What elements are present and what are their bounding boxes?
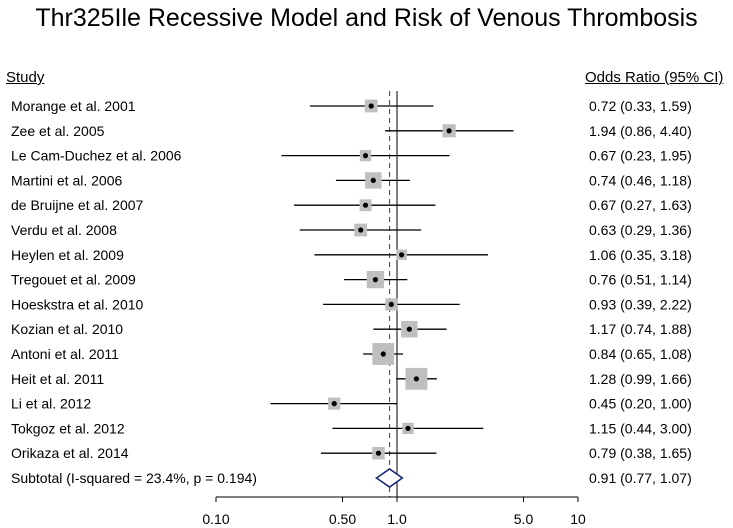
chart-title: Thr325Ile Recessive Model and Risk of Ve… bbox=[35, 4, 698, 32]
point-estimate bbox=[362, 153, 369, 159]
study-label: Li et al. 2012 bbox=[11, 396, 91, 412]
or-ci-value: 0.72 (0.33, 1.59) bbox=[589, 98, 692, 114]
or-ci-value: 0.93 (0.39, 2.22) bbox=[589, 296, 692, 312]
point-estimate bbox=[405, 425, 411, 431]
study-label: Morange et al. 2001 bbox=[11, 98, 136, 114]
study-label: Martini et al. 2006 bbox=[11, 172, 122, 188]
study-label: Heylen et al. 2009 bbox=[11, 247, 124, 263]
or-ci-value: 0.67 (0.27, 1.63) bbox=[589, 197, 692, 213]
study-label: Antoni et al. 2011 bbox=[11, 346, 119, 362]
x-tick-label: 0.50 bbox=[329, 511, 356, 527]
study-label: de Bruijne et al. 2007 bbox=[11, 197, 144, 213]
study-label: Kozian et al. 2010 bbox=[11, 321, 123, 337]
point-estimate bbox=[380, 351, 386, 357]
study-label: Le Cam-Duchez et al. 2006 bbox=[11, 148, 182, 164]
study-column-header: Study bbox=[6, 69, 45, 86]
or-ci-value: 0.84 (0.65, 1.08) bbox=[589, 346, 692, 362]
study-label: Heit et al. 2011 bbox=[11, 371, 104, 387]
x-tick-label: 10 bbox=[570, 511, 586, 527]
point-estimate bbox=[372, 277, 379, 283]
point-estimate bbox=[370, 177, 376, 183]
point-estimate bbox=[358, 227, 364, 233]
point-estimate bbox=[368, 103, 374, 109]
point-estimate bbox=[375, 450, 382, 456]
point-estimate bbox=[446, 128, 452, 134]
or-ci-value: 0.74 (0.46, 1.18) bbox=[589, 172, 692, 188]
study-label: Hoeskstra et al. 2010 bbox=[11, 296, 144, 312]
study-label: Zee et al. 2005 bbox=[11, 123, 105, 139]
study-label: Tregouet et al. 2009 bbox=[11, 272, 136, 288]
point-estimate bbox=[362, 202, 369, 208]
or-ci-value: 0.63 (0.29, 1.36) bbox=[589, 222, 692, 238]
or-ci-value: 1.28 (0.99, 1.66) bbox=[589, 371, 692, 387]
study-label: Verdu et al. 2008 bbox=[11, 222, 117, 238]
or-ci-value: 1.94 (0.86, 4.40) bbox=[589, 123, 692, 139]
or-ci-value: 0.67 (0.23, 1.95) bbox=[589, 148, 692, 164]
or-ci-value: 0.45 (0.20, 1.00) bbox=[589, 396, 692, 412]
or-ci-value: 0.76 (0.51, 1.14) bbox=[589, 272, 692, 288]
subtotal-diamond bbox=[375, 468, 404, 488]
x-tick-label: 0.10 bbox=[202, 511, 229, 527]
study-label: Orikaza et al. 2014 bbox=[11, 445, 129, 461]
or-ci-value: 0.79 (0.38, 1.65) bbox=[589, 445, 692, 461]
or-ci-value: 1.06 (0.35, 3.18) bbox=[589, 247, 692, 263]
odds-ratio-column-header: Odds Ratio (95% CI) bbox=[585, 69, 724, 86]
x-tick-label: 1.0 bbox=[387, 511, 407, 527]
point-estimate bbox=[331, 401, 337, 407]
study-label: Tokgoz et al. 2012 bbox=[11, 420, 125, 436]
point-estimate bbox=[388, 301, 394, 307]
subtotal-label: Subtotal (I-squared = 23.4%, p = 0.194) bbox=[11, 470, 257, 486]
or-ci-value: 1.17 (0.74, 1.88) bbox=[589, 321, 692, 337]
point-estimate bbox=[413, 376, 420, 382]
point-estimate bbox=[406, 326, 412, 332]
point-estimate bbox=[398, 252, 405, 258]
or-ci-value: 1.15 (0.44, 3.00) bbox=[589, 420, 692, 436]
subtotal-or-ci-value: 0.91 (0.77, 1.07) bbox=[589, 470, 692, 486]
x-tick-label: 5.0 bbox=[514, 511, 534, 527]
